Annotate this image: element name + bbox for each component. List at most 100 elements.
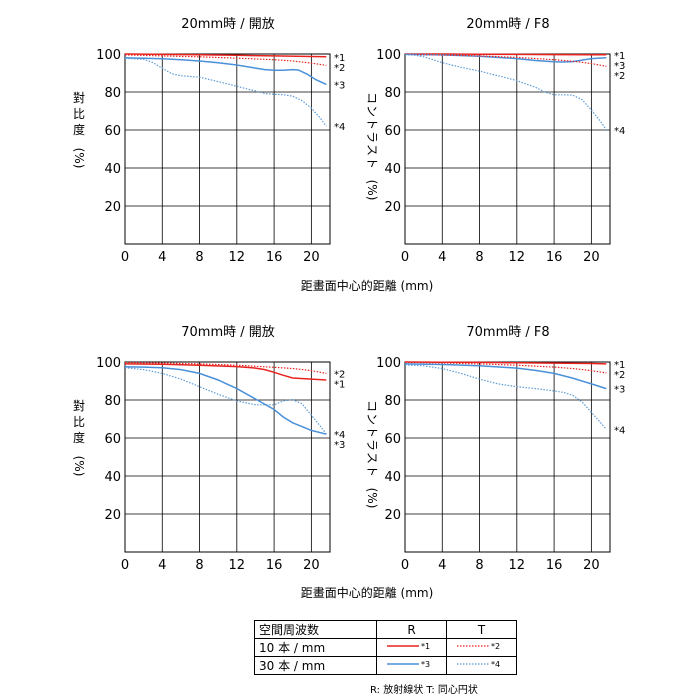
x-tick-label: 0 [401,558,409,573]
legend-row-30-r: *3 [376,656,447,675]
series-end-label: *4 [334,122,345,133]
y-tick-label: 60 [104,124,121,139]
legend-header-row: 空間周波数 R T [254,620,517,639]
series-line-n3 [124,366,327,435]
series-end-label: *1 [614,360,625,371]
y-tick-label: 100 [96,356,121,371]
legend-row-30: 30 本 / mm *3 *4 [254,656,517,675]
x-tick-label: 0 [401,250,409,265]
y-axis-unit: (%) [72,456,86,477]
y-axis-unit: (%) [365,488,379,509]
series-line-n3 [404,363,607,390]
x-tick-label: 12 [509,558,526,573]
series-end-label: *2 [614,71,625,82]
y-axis-label-char: ス [365,452,379,464]
plot-frame [404,53,611,245]
series-line-n3 [124,57,327,86]
chart-title: 70mm時 / F8 [466,325,549,340]
series-line-n2 [124,362,327,374]
y-tick-label: 80 [384,394,401,409]
plot-frame [124,53,331,245]
x-axis-label: 距畫面中心的距離 (mm) [301,278,434,293]
x-tick-label: 12 [229,558,246,573]
x-tick-label: 20 [583,250,600,265]
series-end-label: *4 [614,425,625,436]
series-end-label: *2 [334,63,345,74]
y-axis-unit: (%) [365,180,379,201]
legend-blue-solid-swatch: *3 [387,660,430,669]
chart-title: 20mm時 / 開放 [181,17,275,32]
legend-table: 空間周波数 R T 10 本 / mm *1 *2 30 本 / mm *3 *… [254,620,517,675]
x-tick-label: 12 [229,250,246,265]
legend-header-t: T [446,620,517,639]
x-tick-label: 16 [266,250,283,265]
x-tick-label: 16 [546,250,563,265]
legend-row-10-label: 10 本 / mm [254,638,377,657]
series-line-n4 [404,364,607,430]
y-tick-label: 20 [384,508,401,523]
series-end-label: *1 [334,53,345,64]
y-axis-label-char: コ [365,400,379,412]
plot-frame [124,361,331,553]
y-axis-label-char: ト [365,118,379,130]
y-tick-label: 40 [384,470,401,485]
y-tick-label: 100 [96,48,121,63]
y-axis-label-char: 度 [73,122,85,137]
series-end-label: *3 [614,61,625,72]
y-axis-label-char: ト [365,157,379,169]
y-tick-label: 40 [104,162,121,177]
legend-red-dotted-swatch: *2 [457,642,500,651]
legend-r3-text: *3 [421,660,430,669]
x-tick-label: 16 [546,558,563,573]
legend-header-r: R [376,620,447,639]
y-axis-label-char: 對 [73,91,85,105]
series-line-n4 [124,57,327,127]
y-axis-label-char: ス [365,144,379,156]
series-line-n4 [124,367,327,435]
series-end-label: *1 [614,51,625,62]
series-end-label: *2 [334,369,345,380]
series-end-label: *4 [614,126,625,137]
legend-red-solid-swatch: *1 [387,642,430,651]
y-tick-label: 40 [104,470,121,485]
legend-row-10: 10 本 / mm *1 *2 [254,638,517,657]
y-tick-label: 80 [104,394,121,409]
series-end-label: *4 [334,430,345,441]
x-tick-label: 4 [438,558,446,573]
x-tick-label: 8 [475,250,483,265]
series-end-label: *1 [334,379,345,390]
series-line-n1 [404,361,607,365]
x-tick-label: 20 [303,250,320,265]
y-tick-label: 20 [384,200,401,215]
x-axis-label: 距畫面中心的距離 (mm) [301,585,434,600]
series-end-label: *3 [334,80,345,91]
chart-title: 70mm時 / 開放 [181,325,275,340]
legend-t2-text: *2 [491,642,500,651]
y-tick-label: 20 [104,200,121,215]
x-tick-label: 20 [583,558,600,573]
y-axis-label-char: ト [365,426,379,438]
series-end-label: *3 [334,440,345,451]
x-tick-label: 4 [438,250,446,265]
x-tick-label: 12 [509,250,526,265]
legend-row-10-r: *1 [376,638,447,657]
plot-frame [404,361,611,553]
x-tick-label: 16 [266,558,283,573]
y-axis-unit: (%) [72,148,86,169]
y-axis-label-char: ト [365,465,379,477]
y-axis-label-char: 比 [73,107,85,121]
y-tick-label: 60 [384,124,401,139]
legend-header-freq: 空間周波数 [254,620,377,639]
y-tick-label: 60 [104,432,121,447]
y-tick-label: 80 [104,86,121,101]
series-line-n1 [124,363,327,381]
x-tick-label: 0 [121,250,129,265]
y-tick-label: 100 [376,356,401,371]
y-axis-label-char: 度 [73,430,85,445]
y-axis-label-char: ン [365,105,379,117]
y-axis-label-char: ン [365,413,379,425]
y-axis-label-char: 對 [73,399,85,413]
series-line-n4 [404,54,607,131]
y-tick-label: 40 [384,162,401,177]
y-axis-label-char: 比 [73,415,85,429]
